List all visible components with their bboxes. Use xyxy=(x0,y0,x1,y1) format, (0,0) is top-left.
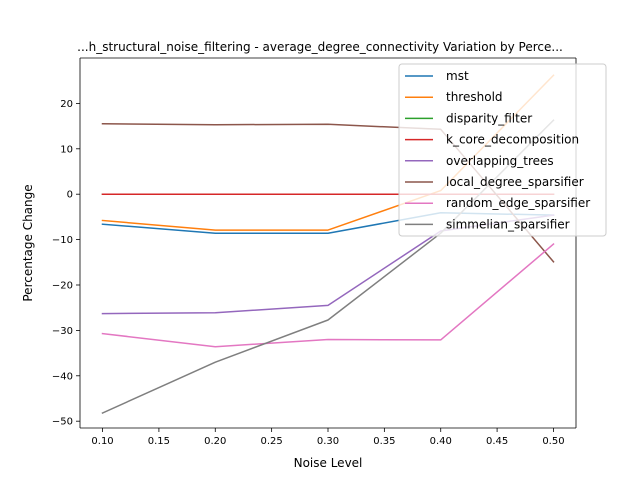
x-tick-label: 0.45 xyxy=(486,436,508,447)
y-tick-label: 20 xyxy=(60,99,73,110)
y-tick-label: −30 xyxy=(52,326,73,337)
y-tick-label: −50 xyxy=(52,417,73,428)
legend-label-mst: mst xyxy=(446,69,469,83)
x-tick-label: 0.25 xyxy=(261,436,283,447)
y-tick-label: 0 xyxy=(67,190,73,201)
x-tick-label: 0.50 xyxy=(542,436,564,447)
legend-label-k-core-decomposition: k_core_decomposition xyxy=(446,133,579,147)
x-tick-label: 0.35 xyxy=(373,436,395,447)
y-tick-label: −40 xyxy=(52,371,73,382)
legend-label-random-edge-sparsifier: random_edge_sparsifier xyxy=(446,196,590,210)
x-tick-label: 0.15 xyxy=(148,436,170,447)
y-axis-ticks: 20 10 0 −10 −20 −30 −40 −50 xyxy=(52,99,80,428)
legend-label-local-degree-sparsifier: local_degree_sparsifier xyxy=(446,175,584,189)
legend-box xyxy=(398,63,607,237)
x-tick-label: 0.20 xyxy=(204,436,226,447)
legend-label-overlapping-trees: overlapping_trees xyxy=(446,154,554,168)
legend-label-disparity-filter: disparity_filter xyxy=(446,111,532,125)
x-axis-ticks: 0.10 0.15 0.20 0.25 0.30 0.35 0.40 0.45 0.50 xyxy=(91,428,565,447)
y-tick-label: 10 xyxy=(60,144,73,155)
chart-title: ...h_structural_noise_filtering - averag… xyxy=(77,40,563,54)
y-tick-label: −20 xyxy=(52,280,73,291)
x-tick-label: 0.10 xyxy=(91,436,113,447)
x-tick-label: 0.40 xyxy=(430,436,452,447)
legend-label-threshold: threshold xyxy=(446,90,503,104)
y-axis-label: Percentage Change xyxy=(21,184,35,301)
y-tick-label: −10 xyxy=(52,235,73,246)
legend: mst threshold disparity_filter k_core_decom… xyxy=(398,63,607,237)
series-line-random-edge-sparsifier xyxy=(101,243,555,348)
x-axis-label: Noise Level xyxy=(294,456,363,470)
x-tick-label: 0.30 xyxy=(317,436,339,447)
legend-label-simmelian-sparsifier: simmelian_sparsifier xyxy=(446,217,570,231)
